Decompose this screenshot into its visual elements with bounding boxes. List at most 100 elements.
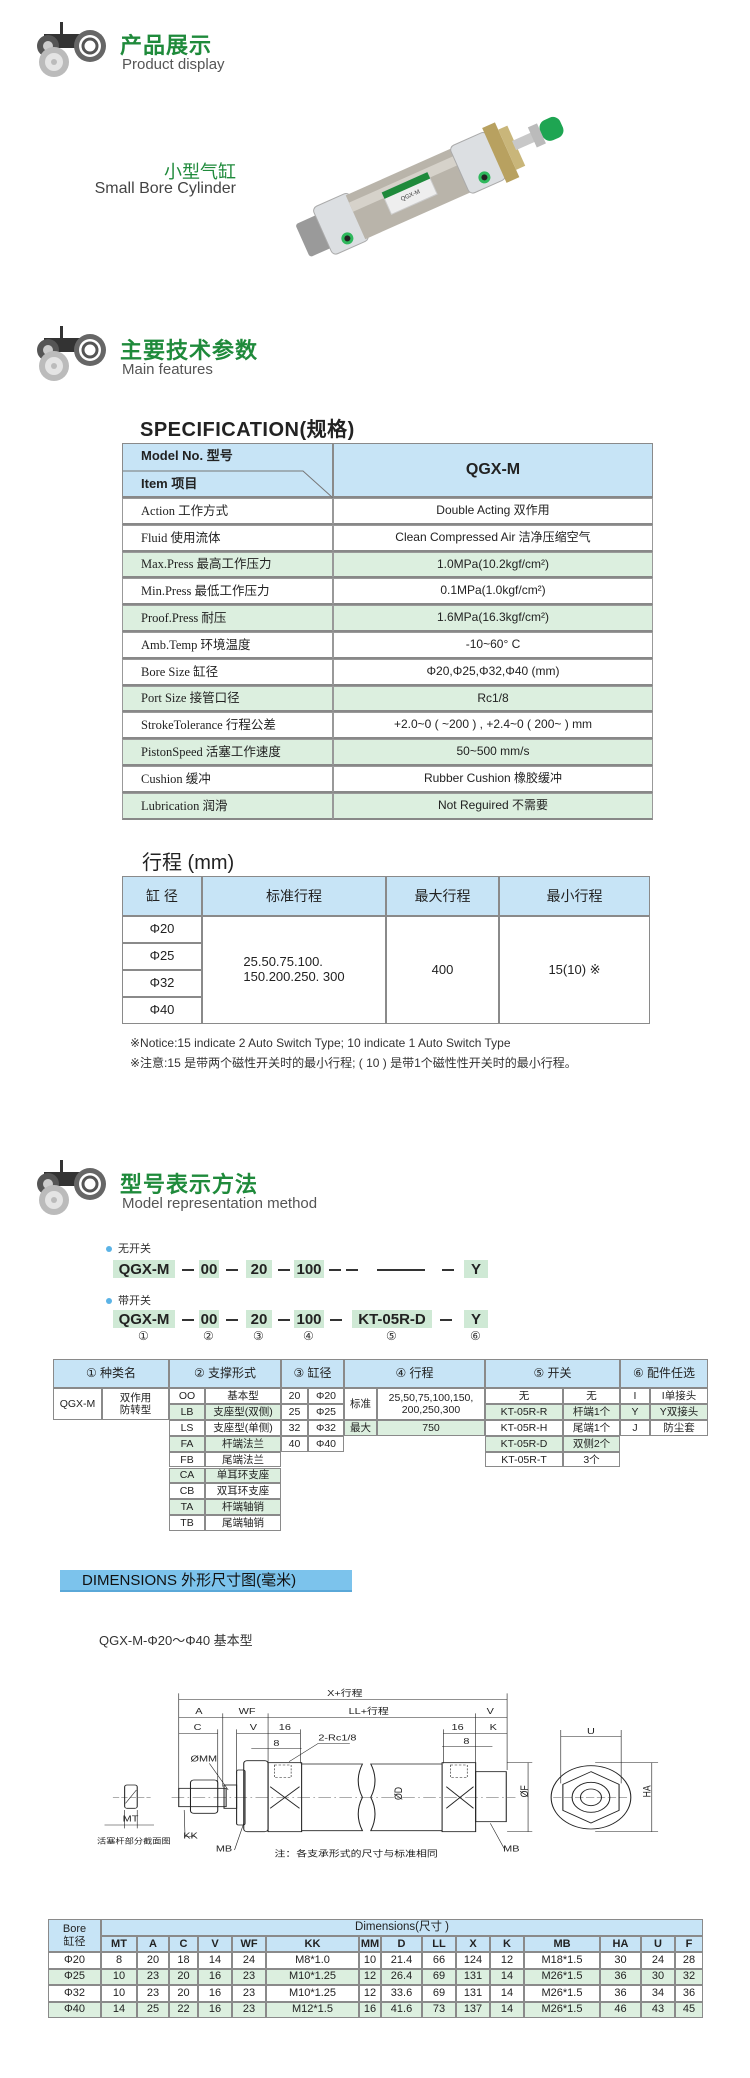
dim-row-value: 10 <box>359 1952 381 1969</box>
code-segment: 00 <box>199 1260 219 1278</box>
dim-label: U <box>587 1727 595 1737</box>
dim-label: A <box>195 1707 203 1717</box>
dim-row-bore: Φ40 <box>48 2001 101 2018</box>
spec-row-item: Max.Press 最高工作压力 <box>122 551 333 579</box>
spec-table: Model No. 型号 Item 项目 QGX-M Action 工作方式 Doubl… <box>122 443 653 820</box>
mount-code: OO <box>169 1388 205 1404</box>
code-separator <box>442 1269 454 1271</box>
stroke-note-cn: ※注意:15 是带两个磁性开关时的最小行程; ( 10 ) 是带1个磁性性开关时… <box>130 1056 577 1070</box>
dim-row-value: M12*1.5 <box>266 2001 359 2018</box>
dim-row-value: 21.4 <box>381 1952 422 1969</box>
dim-column-header: LL <box>422 1936 456 1952</box>
dim-row-value: 20 <box>169 1985 198 2002</box>
dim-label: WF <box>239 1707 256 1717</box>
spec-row-item: PistonSpeed 活塞工作速度 <box>122 739 333 766</box>
dim-row-value: 16 <box>198 1985 232 2002</box>
spec-row-item: Min.Press 最低工作压力 <box>122 578 333 606</box>
dim-row-value: 14 <box>101 2001 137 2018</box>
code-separator <box>278 1319 290 1321</box>
dim-row-value: 36 <box>675 1985 703 2002</box>
model-table-header: ③ 缸径 <box>281 1359 344 1388</box>
bore-size: Φ25 <box>308 1403 344 1420</box>
bore-code: 40 <box>281 1435 308 1452</box>
switch-code: KT-05R-D <box>485 1435 563 1452</box>
stroke-bore: Φ25 <box>122 943 202 970</box>
header-model-label: Model No. 型号 <box>141 448 233 463</box>
type-desc: 双作用 防转型 <box>102 1388 169 1420</box>
dim-label: 16 <box>452 1723 465 1733</box>
type-code: QGX-M <box>53 1388 102 1420</box>
dim-row-value: 43 <box>641 2001 675 2018</box>
dimensions-banner: DIMENSIONS 外形尺寸图(毫米) <box>60 1570 352 1592</box>
model-table-header: ④ 行程 <box>344 1359 485 1388</box>
dim-row-value: 20 <box>137 1952 169 1969</box>
dim-label: 8 <box>273 1739 280 1749</box>
code-segment: 20 <box>246 1310 272 1328</box>
dim-row-value: 14 <box>490 2001 524 2018</box>
dim-row-value: 66 <box>422 1952 456 1969</box>
mount-code: FB <box>169 1451 205 1468</box>
spec-row-value: +2.0~0 ( ~200 ) , +2.4~0 ( 200~ ) mm <box>333 712 653 740</box>
mount-code: TB <box>169 1515 205 1532</box>
dim-label: C <box>194 1723 202 1733</box>
dim-label: 16 <box>279 1723 292 1733</box>
dim-row-value: 30 <box>641 1968 675 1985</box>
spec-row-value: 50~500 mm/s <box>333 739 653 766</box>
dim-row-value: 131 <box>456 1985 490 2002</box>
code-marker: ④ <box>303 1329 314 1343</box>
stroke-bore: Φ32 <box>122 970 202 997</box>
cylinder-product-image: QGX-M <box>296 116 564 257</box>
bore-size: Φ40 <box>308 1435 344 1452</box>
code-marker: ⑥ <box>470 1329 481 1343</box>
dim-row-value: 30 <box>600 1952 641 1969</box>
dim-label: 2-Rc1/8 <box>318 1734 357 1744</box>
dim-column-header: MT <box>101 1936 137 1952</box>
stroke-title: 行程 (mm) <box>142 852 235 874</box>
section-view-caption: 活塞杆部分截面图 <box>97 1836 171 1845</box>
dim-row-value: 16 <box>198 2001 232 2018</box>
gear-tractor-icon <box>35 1160 108 1217</box>
dim-row-value: 20 <box>169 1968 198 1985</box>
code-separator <box>377 1269 425 1271</box>
switch-desc: 尾端1个 <box>563 1419 620 1436</box>
accessory-code: J <box>620 1419 650 1436</box>
dim-row-value: 69 <box>422 1985 456 2002</box>
stroke-header: 缸 径 <box>122 876 202 916</box>
bore-code: 32 <box>281 1419 308 1436</box>
dim-row-value: 12 <box>490 1952 524 1969</box>
spec-row-item: Lubrication 润滑 <box>122 792 333 820</box>
code-marker: ② <box>203 1329 214 1343</box>
dim-row-value: M18*1.5 <box>524 1952 600 1969</box>
bore-code: 20 <box>281 1388 308 1404</box>
gear-tractor-icon <box>35 326 108 383</box>
dim-row-value: 34 <box>641 1985 675 2002</box>
model-table: ① 种类名 ② 支撑形式 ③ 缸径 ④ 行程 ⑤ 开关 ⑥ 配件任选 QGX-M 双作用 防转… <box>53 1359 708 1532</box>
dim-label: 8 <box>463 1737 470 1747</box>
dim-row-value: 8 <box>101 1952 137 1969</box>
stroke-min: 15(10) ※ <box>499 916 650 1024</box>
dim-label: X+行程 <box>327 1687 363 1698</box>
code-separator <box>346 1269 358 1271</box>
dim-row-value: M26*1.5 <box>524 1968 600 1985</box>
switch-desc: 无 <box>563 1388 620 1404</box>
section-subtitle: Main features <box>122 361 213 378</box>
dim-column-header: D <box>381 1936 422 1952</box>
dim-column-header: V <box>198 1936 232 1952</box>
mount-desc: 尾端轴销 <box>205 1515 281 1532</box>
stroke-max: 400 <box>386 916 499 1024</box>
dim-row-value: 24 <box>232 1952 266 1969</box>
stroke-bore: Φ20 <box>122 916 202 943</box>
spec-header-model: QGX-M <box>333 443 653 498</box>
accessory-code: I <box>620 1388 650 1404</box>
dim-row-value: 22 <box>169 2001 198 2018</box>
bore-code: 25 <box>281 1403 308 1420</box>
dim-row-value: 12 <box>359 1985 381 2002</box>
dim-label: MT <box>123 1815 139 1825</box>
spec-row-value: 1.0MPa(10.2kgf/cm²) <box>333 551 653 579</box>
spec-title: SPECIFICATION(规格) <box>140 419 355 441</box>
dim-row-value: 23 <box>137 1985 169 2002</box>
dim-row-value: 46 <box>600 2001 641 2018</box>
accessory-desc: Y双接头 <box>650 1403 708 1420</box>
dim-row-value: 124 <box>456 1952 490 1969</box>
dim-header-group: Dimensions(尺寸 ) <box>101 1919 703 1936</box>
